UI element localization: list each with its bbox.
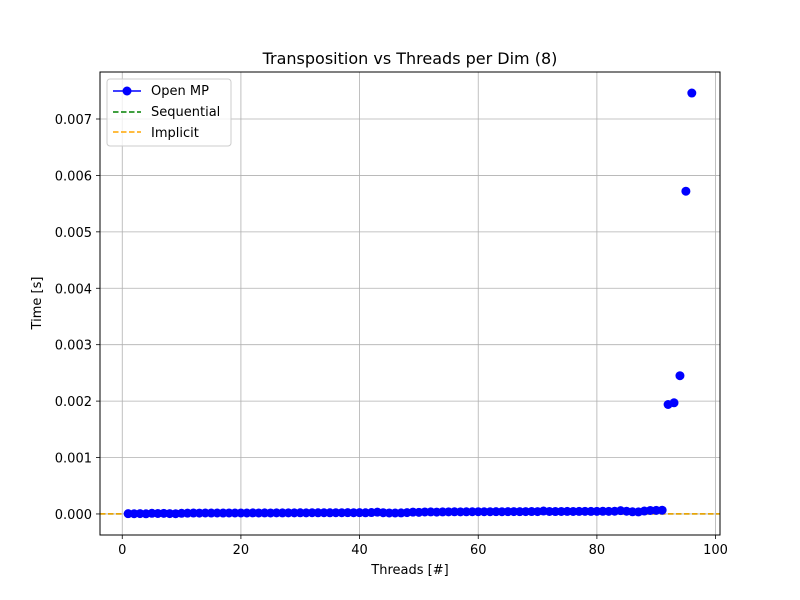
y-tick-label: 0.000: [55, 508, 92, 523]
legend-label-openmp: Open MP: [151, 84, 209, 99]
x-tick-label: 60: [470, 543, 487, 558]
legend-swatch-openmp-marker: [122, 86, 132, 96]
x-tick-label: 80: [589, 543, 606, 558]
legend-box: [106, 78, 232, 147]
y-tick-label: 0.004: [55, 282, 92, 297]
y-tick-label: 0.005: [55, 226, 92, 241]
x-axis-title: Threads [#]: [370, 563, 448, 578]
markers: [123, 88, 697, 519]
legend: Open MP Sequential Implicit: [106, 78, 232, 147]
legend-label-sequential: Sequential: [151, 105, 220, 120]
data-point: [675, 371, 685, 381]
y-tick-label: 0.007: [55, 113, 92, 128]
axes-frame: [99, 71, 721, 536]
data-point: [681, 186, 691, 196]
y-axis-title: Time [s]: [30, 277, 45, 331]
y-tick-label: 0.002: [55, 395, 92, 410]
x-tick-label: 40: [351, 543, 368, 558]
legend-label-implicit: Implicit: [151, 126, 199, 141]
data-point: [669, 398, 679, 408]
x-tick-label: 20: [233, 543, 250, 558]
y-ticks: 0.000 0.001 0.002 0.003 0.004 0.005 0.006 0.007: [55, 113, 100, 523]
x-ticks: 0 20 40 60 80 100: [118, 535, 728, 558]
y-tick-label: 0.001: [55, 452, 92, 467]
x-tick-label: 0: [118, 543, 126, 558]
y-tick-label: 0.006: [55, 169, 92, 184]
data-point: [687, 88, 697, 98]
grid: [100, 72, 720, 535]
data-point: [657, 505, 667, 515]
chart-title: Transposition vs Threads per Dim (8): [262, 49, 558, 68]
y-tick-label: 0.003: [55, 339, 92, 354]
x-tick-label: 100: [703, 543, 728, 558]
